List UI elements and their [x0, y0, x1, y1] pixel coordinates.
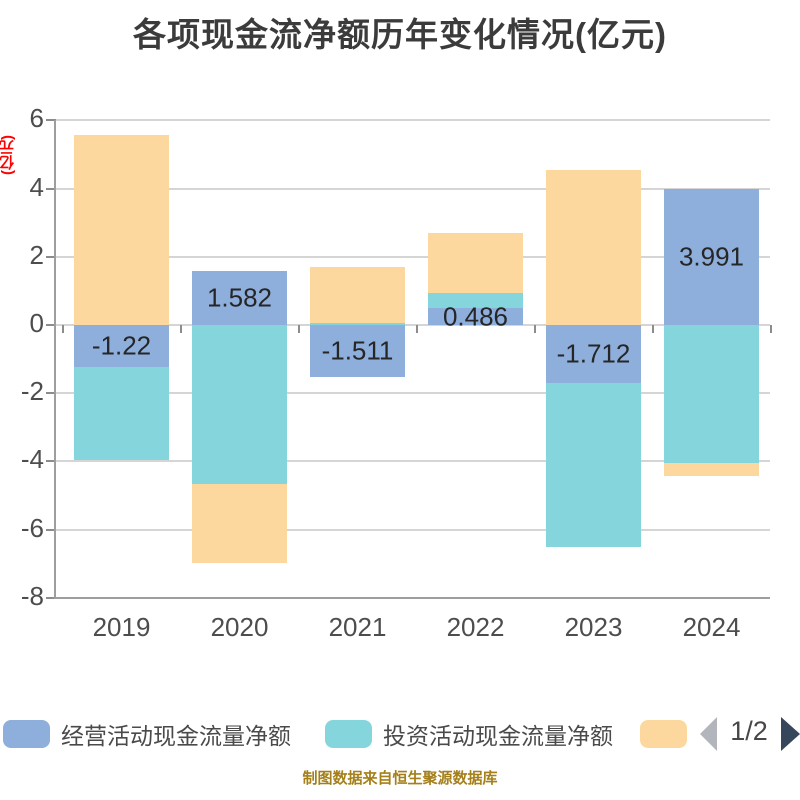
bar-segment-2020-series2[interactable] [192, 484, 287, 563]
bar-segment-2021-series0[interactable] [310, 325, 405, 377]
legend-item-operating[interactable]: 经营活动现金流量净额 [3, 716, 291, 752]
gridline-0 [56, 324, 770, 326]
y-axis-tick-label--8: -8 [20, 580, 44, 611]
bar-segment-2021-series2[interactable] [310, 267, 405, 324]
bar-segment-2021-series1[interactable] [310, 323, 405, 325]
data-label-2019: -1.22 [91, 330, 152, 361]
data-label-2020: 1.582 [206, 282, 273, 313]
bar-segment-2024-series2[interactable] [664, 463, 759, 477]
x-axis-tick [769, 325, 772, 333]
data-label-2023: -1.712 [556, 338, 631, 369]
bar-segment-2024-series0[interactable] [664, 188, 759, 325]
x-axis-label-2024: 2024 [682, 612, 741, 642]
legend-label-investing: 投资活动现金流量净额 [383, 723, 613, 749]
bar-segment-2023-series1[interactable] [546, 383, 641, 547]
x-axis-tick [533, 325, 536, 333]
x-axis-tick [651, 325, 654, 333]
y-axis-tick-label--6: -6 [20, 512, 44, 543]
legend-swatch-operating[interactable] [3, 720, 50, 748]
y-axis-tick-6 [46, 119, 56, 122]
x-axis-label-2020: 2020 [210, 612, 269, 642]
bar-segment-2019-series2[interactable] [74, 135, 169, 325]
legend-item-investing[interactable]: 投资活动现金流量净额 [325, 716, 613, 752]
gridline--6 [56, 528, 770, 531]
pager-prev-icon[interactable] [700, 717, 717, 751]
gridline-6 [56, 119, 770, 122]
gridline-2 [56, 255, 770, 258]
x-axis-tick [61, 325, 64, 333]
pager-next-icon[interactable] [781, 717, 800, 751]
x-axis-tick [297, 325, 300, 333]
x-axis-label-2022: 2022 [446, 612, 505, 642]
gridline--2 [56, 392, 770, 395]
legend-item-third[interactable] [640, 716, 687, 752]
bar-segment-2019-series0[interactable] [74, 325, 169, 367]
bar-segment-2023-series2[interactable] [546, 170, 641, 325]
gridline--4 [56, 460, 770, 463]
bar-segment-2022-series2[interactable] [428, 233, 523, 294]
data-label-2021: -1.511 [321, 335, 394, 366]
y-axis-tick-label-2: 2 [29, 239, 44, 270]
data-source-note: 制图数据来自恒生聚源数据库 [302, 770, 498, 787]
bar-segment-2022-series1[interactable] [428, 293, 523, 309]
y-axis-tick-label-4: 4 [29, 171, 44, 202]
bar-segment-2022-series0[interactable] [428, 308, 523, 325]
x-axis-label-2023: 2023 [564, 612, 623, 642]
y-axis-tick-2 [46, 255, 56, 258]
x-axis-label-2019: 2019 [92, 612, 151, 642]
y-axis-tick-4 [46, 187, 56, 190]
data-label-2022: 0.486 [442, 301, 509, 332]
chart-title: 各项现金流净额历年变化情况(亿元) [133, 16, 667, 53]
y-axis-tick-label--2: -2 [20, 376, 44, 407]
legend-swatch-third[interactable] [640, 720, 687, 748]
y-axis-tick-label--4: -4 [20, 444, 44, 475]
data-label-2024: 3.991 [678, 241, 745, 272]
y-axis-tick--4 [46, 460, 56, 463]
y-axis-tick--8 [46, 596, 56, 599]
bar-segment-2019-series1[interactable] [74, 366, 169, 461]
pager-label: 1/2 [730, 716, 768, 746]
legend: 经营活动现金流量净额 投资活动现金流量净额 1/2 [0, 716, 800, 756]
y-axis-line [54, 120, 56, 598]
legend-swatch-investing[interactable] [325, 720, 372, 748]
y-axis-tick-label-6: 6 [29, 103, 44, 134]
x-axis-tick [415, 325, 418, 333]
y-axis-tick--6 [46, 528, 56, 531]
legend-label-operating: 经营活动现金流量净额 [61, 723, 291, 749]
bar-segment-2023-series0[interactable] [546, 325, 641, 384]
y-axis-tick-label-0: 0 [29, 307, 44, 338]
x-axis-label-2021: 2021 [328, 612, 387, 642]
x-axis-tick [179, 325, 182, 333]
bar-segment-2024-series1[interactable] [664, 325, 759, 464]
y-axis-tick-0 [46, 324, 56, 326]
y-axis-tick--2 [46, 392, 56, 395]
x-axis-line [54, 596, 770, 599]
bar-segment-2020-series0[interactable] [192, 271, 287, 325]
bar-segment-2020-series1[interactable] [192, 325, 287, 485]
gridline-4 [56, 187, 770, 190]
